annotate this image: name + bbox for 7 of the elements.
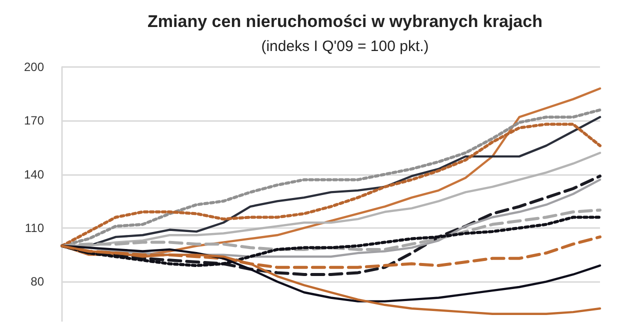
y-tick-label: 80 — [30, 274, 44, 289]
chart-subtitle: (indeks I Q'09 = 100 pkt.) — [261, 38, 429, 55]
y-tick-label: 140 — [24, 167, 44, 182]
y-tick-label: 110 — [24, 220, 44, 235]
y-tick-label: 170 — [24, 114, 44, 128]
y-tick-label: 200 — [24, 60, 44, 74]
chart-title: Zmiany cen nieruchomości w wybranych krajach — [148, 12, 542, 31]
